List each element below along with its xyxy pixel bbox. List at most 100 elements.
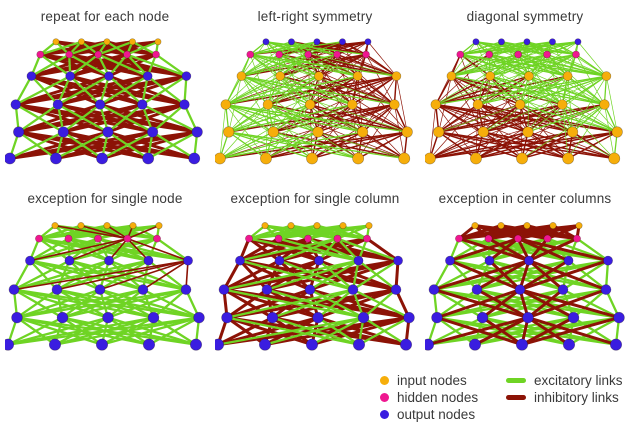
network-diagram-exception-center-columns bbox=[425, 221, 625, 351]
hidden-node bbox=[35, 234, 43, 243]
output-node bbox=[261, 284, 273, 295]
output-node bbox=[13, 126, 25, 138]
input-node bbox=[557, 99, 568, 110]
output-node bbox=[431, 311, 443, 324]
input-node bbox=[236, 71, 247, 81]
input-node-swatch bbox=[380, 376, 389, 385]
input-node bbox=[365, 221, 373, 229]
input-node bbox=[433, 126, 445, 138]
hidden-node bbox=[36, 50, 45, 59]
output-node bbox=[603, 255, 613, 266]
input-node bbox=[267, 126, 279, 138]
input-node bbox=[103, 38, 111, 46]
network-diagram-exception-single-column bbox=[215, 221, 415, 351]
output-node bbox=[274, 255, 285, 266]
hidden-node bbox=[274, 234, 283, 243]
input-node bbox=[522, 126, 534, 138]
panel-title: exception in center columns bbox=[438, 191, 612, 206]
hidden-node bbox=[572, 50, 580, 59]
input-node bbox=[347, 99, 358, 110]
input-node bbox=[389, 99, 400, 110]
legend-link-column: excitatory links inhibitory links bbox=[506, 372, 623, 406]
input-node bbox=[611, 126, 623, 138]
output-node bbox=[137, 99, 148, 110]
output-node bbox=[181, 71, 192, 81]
input-node bbox=[516, 152, 528, 165]
output-node bbox=[258, 338, 271, 351]
input-node bbox=[314, 71, 324, 81]
network-diagram-diagonal-symmetry bbox=[425, 38, 623, 165]
input-node bbox=[154, 38, 162, 46]
legend-item-inhibitory-links: inhibitory links bbox=[506, 389, 623, 406]
output-node bbox=[52, 99, 64, 110]
input-node bbox=[129, 38, 136, 46]
output-node bbox=[403, 311, 415, 324]
output-node bbox=[65, 71, 75, 81]
output-node bbox=[142, 71, 153, 81]
input-node bbox=[77, 221, 85, 229]
output-node bbox=[357, 311, 370, 324]
excitatory-link-swatch bbox=[506, 378, 526, 383]
input-node bbox=[78, 38, 85, 46]
output-node bbox=[522, 311, 534, 324]
input-node bbox=[472, 99, 484, 110]
output-node bbox=[353, 255, 364, 266]
output-node bbox=[51, 284, 63, 295]
output-node bbox=[102, 126, 114, 138]
legend-label: input nodes bbox=[397, 373, 467, 388]
output-node bbox=[191, 126, 203, 138]
output-node bbox=[96, 338, 109, 351]
output-node bbox=[574, 38, 582, 46]
input-node bbox=[51, 221, 59, 229]
output-node bbox=[563, 255, 574, 266]
legend-label: excitatory links bbox=[534, 373, 623, 388]
network-diagram-repeat-each-node bbox=[5, 38, 203, 165]
legend-item-input-nodes: input nodes bbox=[374, 372, 492, 389]
output-node bbox=[137, 284, 149, 295]
hidden-node bbox=[362, 50, 370, 59]
output-node bbox=[468, 338, 481, 351]
input-node bbox=[352, 71, 363, 81]
output-node bbox=[484, 255, 495, 266]
legend-label: hidden nodes bbox=[397, 390, 479, 405]
output-node bbox=[218, 284, 230, 295]
output-node bbox=[313, 38, 321, 46]
hidden-node bbox=[153, 234, 161, 243]
legend-node-column: input nodes hidden nodes output nodes bbox=[374, 372, 492, 423]
input-node bbox=[155, 221, 163, 229]
input-node bbox=[215, 152, 226, 165]
output-node bbox=[235, 255, 245, 266]
output-node bbox=[563, 338, 576, 351]
input-node bbox=[471, 221, 479, 229]
panel-title: diagonal symmetry bbox=[466, 9, 584, 24]
hidden-node bbox=[456, 50, 465, 59]
output-node bbox=[445, 255, 455, 266]
input-node bbox=[514, 99, 526, 110]
legend-label: output nodes bbox=[397, 407, 476, 422]
output-node bbox=[180, 284, 192, 295]
output-node bbox=[400, 338, 413, 351]
output-node bbox=[393, 255, 403, 266]
hidden-node bbox=[333, 234, 342, 243]
output-node bbox=[64, 255, 75, 266]
hidden-node bbox=[485, 50, 494, 59]
output-node bbox=[50, 152, 62, 165]
input-node bbox=[103, 221, 111, 229]
hidden-node bbox=[484, 234, 493, 243]
hidden-node bbox=[246, 50, 255, 59]
output-node bbox=[314, 255, 324, 266]
legend-item-hidden-nodes: hidden nodes bbox=[374, 389, 492, 406]
hidden-node bbox=[333, 50, 341, 59]
input-node bbox=[477, 126, 489, 138]
output-node bbox=[10, 99, 21, 110]
input-node bbox=[287, 221, 295, 229]
network-diagram-left-right-symmetry bbox=[215, 38, 413, 165]
output-node bbox=[25, 255, 35, 266]
output-node bbox=[147, 311, 160, 324]
input-node bbox=[220, 99, 231, 110]
output-node bbox=[146, 126, 159, 138]
output-node bbox=[549, 38, 556, 46]
panel-title: repeat for each node bbox=[40, 9, 170, 24]
output-node bbox=[190, 338, 203, 351]
input-node bbox=[485, 71, 495, 81]
